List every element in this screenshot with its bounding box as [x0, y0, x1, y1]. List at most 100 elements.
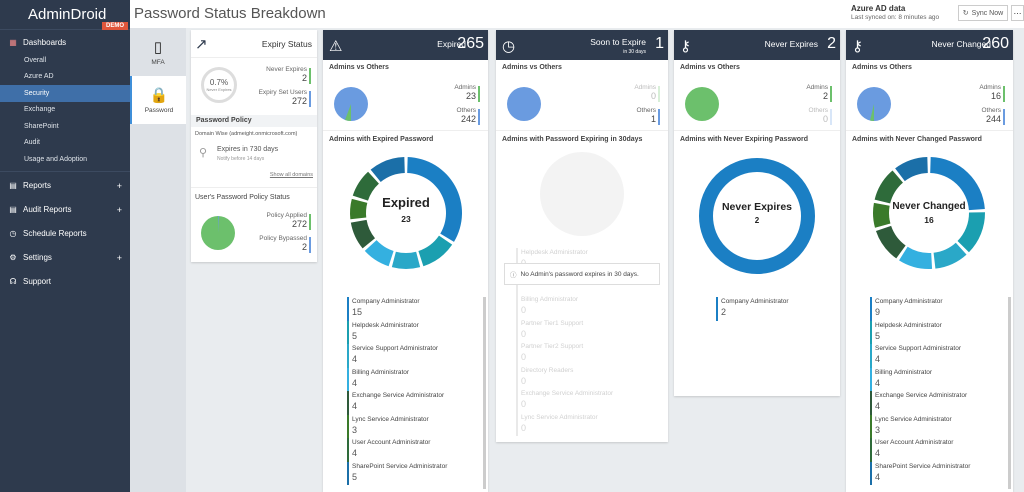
clock-icon: ◷ — [502, 38, 516, 55]
sidebar: AdminDroid DEMO ▦ Dashboards Overall Azur… — [0, 0, 130, 492]
never-changed-card: ⚷ Never Changed 260 Admins vs Others Adm… — [846, 30, 1013, 492]
list-item[interactable]: Lync Service Administrator 3 — [870, 414, 1020, 438]
expired-header[interactable]: ⚠ Expired 265 — [323, 30, 488, 60]
sync-now-button[interactable]: ↻ Sync Now — [958, 5, 1008, 21]
admins-legend[interactable]: Admins 2 — [806, 84, 828, 101]
nav-label: Support — [23, 277, 52, 286]
donut-segment[interactable] — [350, 219, 375, 249]
donut-segment[interactable] — [364, 240, 394, 267]
tab-password[interactable]: 🔒 Password — [130, 76, 186, 124]
legend-bar — [658, 109, 660, 125]
policy-pie — [201, 215, 235, 250]
others-legend[interactable]: Others 244 — [981, 107, 1001, 124]
admins-legend[interactable]: Admins 0 — [634, 84, 656, 101]
role-name: Billing Administrator — [521, 296, 579, 303]
donut-segment[interactable] — [899, 246, 933, 269]
nav-reports[interactable]: ▤ Reports + — [0, 176, 130, 196]
list-item[interactable]: Exchange Service Administrator 4 — [347, 391, 497, 415]
nav-sub-usage[interactable]: Usage and Adoption — [24, 155, 88, 163]
donut-segment[interactable] — [391, 251, 421, 269]
donut-segment[interactable] — [418, 235, 453, 267]
list-item[interactable]: Company Administrator 15 — [347, 297, 497, 321]
nav-schedule-reports[interactable]: ◷ Schedule Reports — [0, 224, 130, 244]
nav-sub-overall[interactable]: Overall — [24, 56, 47, 64]
list-item[interactable]: User Account Administrator 4 — [870, 438, 1020, 462]
others-legend[interactable]: Others 242 — [456, 107, 476, 124]
donut-segment[interactable] — [957, 212, 985, 253]
nav-label: Schedule Reports — [23, 229, 87, 238]
app-logo[interactable]: AdminDroid DEMO — [0, 0, 130, 30]
donut-segment[interactable] — [875, 225, 906, 259]
nav-sub-azure-ad[interactable]: Azure AD — [24, 73, 54, 81]
nav-sub-audit[interactable]: Audit — [24, 139, 40, 147]
others-legend[interactable]: Others 0 — [808, 107, 828, 124]
legend-label: Others — [808, 107, 828, 114]
role-name: Helpdesk Administrator — [521, 249, 588, 256]
donut-segment[interactable] — [933, 242, 967, 269]
list-item[interactable]: Service Support Administrator 4 — [347, 344, 497, 368]
list-item[interactable]: Company Administrator 2 — [716, 297, 866, 321]
nav-support[interactable]: ☊ Support — [0, 272, 130, 292]
donut-segment[interactable] — [873, 202, 891, 228]
list-item[interactable]: Lync Service Administrator 3 — [347, 414, 497, 438]
nav-dashboards[interactable]: ▦ Dashboards — [0, 32, 130, 52]
donut-segment[interactable] — [407, 157, 462, 242]
reports-icon: ▤ — [9, 181, 17, 190]
donut-segment[interactable] — [370, 157, 405, 182]
list-item[interactable]: Exchange Service Administrator 4 — [870, 391, 1020, 415]
scrollbar[interactable] — [1008, 297, 1011, 489]
list-item[interactable]: Partner Tier2 Support 0 — [516, 342, 666, 366]
never-expires-legend[interactable]: Never Expires 2 — [266, 66, 307, 83]
expiry-set-legend[interactable]: Expiry Set Users 272 — [259, 89, 307, 106]
donut-segment[interactable] — [895, 157, 928, 182]
never-changed-header[interactable]: ⚷ Never Changed 260 — [846, 30, 1013, 60]
soon-header[interactable]: ◷ Soon to Expire in 30 days 1 — [496, 30, 668, 60]
role-name: Lync Service Administrator — [352, 415, 429, 423]
list-item[interactable]: Service Support Administrator 4 — [870, 344, 1020, 368]
list-item[interactable]: Helpdesk Administrator 5 — [347, 320, 497, 344]
list-item[interactable]: Billing Administrator 4 — [870, 367, 1020, 391]
more-options-button[interactable]: ⋯ — [1011, 5, 1024, 21]
donut-segment[interactable] — [350, 198, 368, 220]
donut-center-value: 2 — [754, 216, 760, 225]
role-count: 4 — [352, 377, 358, 388]
soon-to-expire-card: ◷ Soon to Expire in 30 days 1 Admins vs … — [496, 30, 668, 442]
legend-value: 244 — [985, 114, 1001, 124]
others-legend[interactable]: Others 1 — [636, 107, 656, 124]
nav-settings[interactable]: ⚙ Settings + — [0, 248, 130, 268]
list-item[interactable]: Billing Administrator 0 — [516, 295, 666, 319]
role-name: Company Administrator — [352, 298, 420, 305]
policy-bypassed-legend[interactable]: Policy Bypassed 2 — [259, 235, 307, 252]
list-item[interactable]: Lync Service Administrator 0 — [516, 412, 666, 436]
legend-label: Others — [456, 107, 476, 114]
scrollbar[interactable] — [483, 297, 486, 489]
nav-sub-security[interactable]: Security — [0, 85, 130, 102]
show-all-domains-link[interactable]: Show all domains — [269, 172, 313, 178]
admins-legend[interactable]: Admins 23 — [454, 84, 476, 101]
section-title: Admins with Password Expiring in 30days — [496, 132, 649, 147]
list-item[interactable]: Directory Readers 0 — [516, 365, 666, 389]
donut-center-title: Never Changed — [892, 201, 966, 212]
policy-applied-legend[interactable]: Policy Applied 272 — [267, 212, 307, 229]
never-expires-header[interactable]: ⚷ Never Expires 2 — [674, 30, 840, 60]
gauge-percent: 0.7% — [209, 78, 229, 87]
list-item[interactable]: Company Administrator 9 — [870, 297, 1020, 321]
list-item[interactable]: Helpdesk Administrator 5 — [870, 320, 1020, 344]
donut-segment[interactable] — [874, 170, 903, 204]
list-item[interactable]: Partner Tier1 Support 0 — [516, 318, 666, 342]
list-item[interactable]: Billing Administrator 4 — [347, 367, 497, 391]
admins-legend[interactable]: Admins 16 — [979, 84, 1001, 101]
list-item[interactable]: Exchange Service Administrator 0 — [516, 389, 666, 413]
list-item[interactable]: User Account Administrator 4 — [347, 438, 497, 462]
role-count: 9 — [875, 307, 881, 317]
nav-sub-sharepoint[interactable]: SharePoint — [24, 122, 59, 130]
donut-segment[interactable] — [930, 157, 985, 211]
nav-audit-reports[interactable]: ▤ Audit Reports + — [0, 200, 130, 220]
legend-bar — [830, 86, 832, 102]
role-name: Exchange Service Administrator — [352, 392, 445, 399]
tab-mfa[interactable]: ▯ MFA — [130, 28, 186, 76]
nav-sub-exchange[interactable]: Exchange — [24, 106, 56, 114]
donut-segment[interactable] — [352, 171, 379, 201]
list-item[interactable]: SharePoint Service Administrator 4 — [870, 461, 1020, 485]
list-item[interactable]: SharePoint Service Administrator 5 — [347, 461, 497, 485]
